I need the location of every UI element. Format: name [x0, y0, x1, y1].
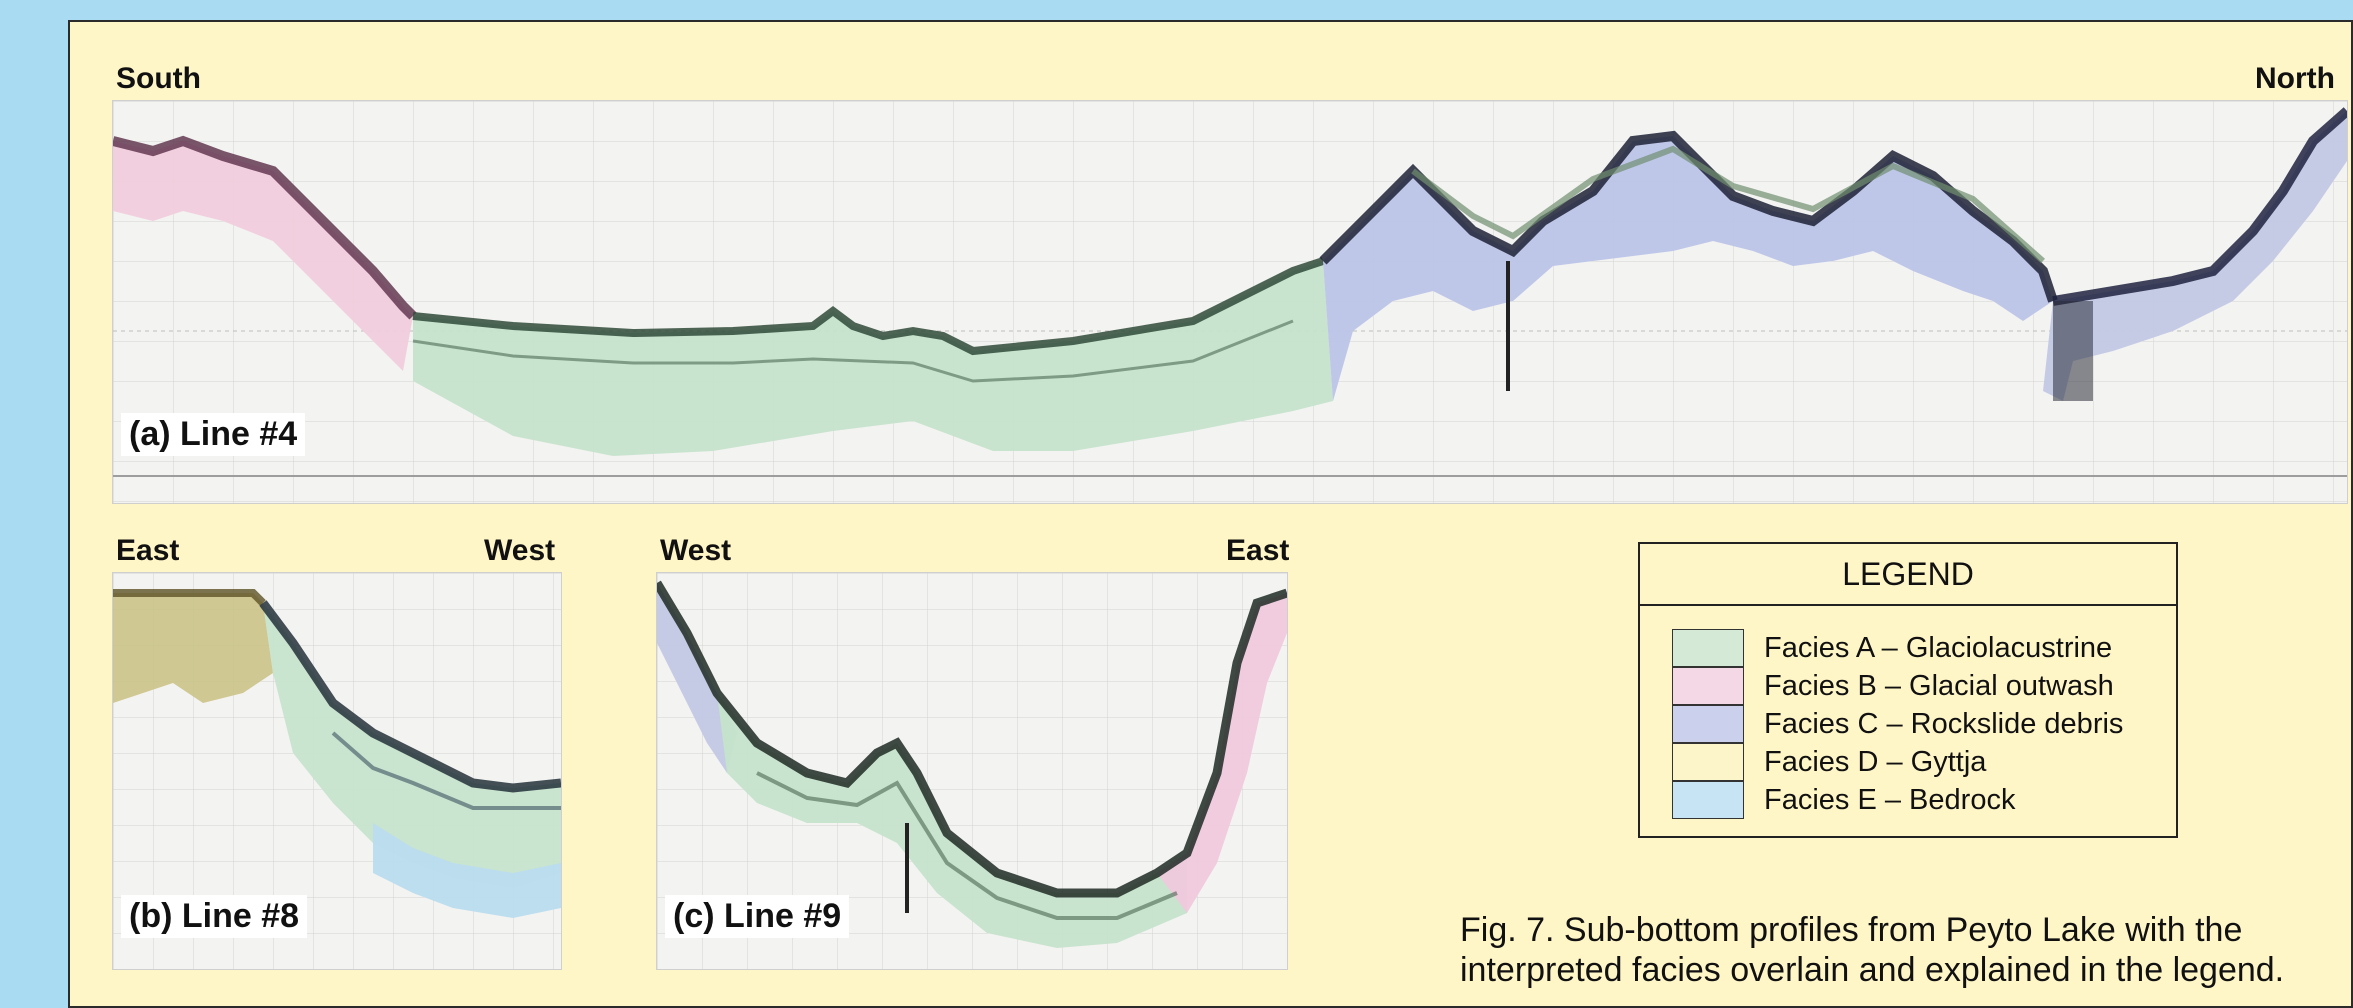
legend-item-facies-b: Facies B – Glacial outwash — [1672, 667, 2114, 705]
legend-label: Facies A – Glaciolacustrine — [1764, 631, 2113, 664]
legend-label: Facies C – Rockslide debris — [1764, 707, 2124, 740]
legend-swatch — [1672, 781, 1744, 819]
direction-label-west-2: West — [660, 534, 732, 567]
figure-caption: Fig. 7. Sub-bottom profiles from Peyto L… — [1460, 910, 2353, 990]
legend-swatch — [1672, 667, 1744, 705]
direction-label-south: South — [116, 62, 201, 95]
profile-line-8: (b) Line #8 — [112, 572, 562, 970]
profile-label-line-9: (c) Line #9 — [665, 895, 850, 938]
legend-item-facies-e: Facies E – Bedrock — [1672, 781, 2015, 819]
caption-line-1: Fig. 7. Sub-bottom profiles from Peyto L… — [1460, 911, 2243, 949]
direction-label-east-2: East — [1226, 534, 1290, 567]
legend-item-facies-c: Facies C – Rockslide debris — [1672, 705, 2123, 743]
seismic-profile-line-4 — [113, 101, 2347, 503]
direction-label-east: East — [116, 534, 180, 567]
legend: LEGEND Facies A – Glaciolacustrine Facie… — [1638, 542, 2178, 838]
caption-line-2: interpreted facies overlain and explaine… — [1460, 951, 2285, 989]
legend-swatch — [1672, 705, 1744, 743]
profile-line-4: (a) Line #4 — [112, 100, 2348, 504]
legend-swatch — [1672, 629, 1744, 667]
legend-swatch — [1672, 743, 1744, 781]
legend-label: Facies B – Glacial outwash — [1764, 669, 2114, 702]
profile-line-9: (c) Line #9 — [656, 572, 1288, 970]
figure-panel: South North — [68, 20, 2353, 1008]
direction-label-west: West — [484, 534, 556, 567]
legend-label: Facies E – Bedrock — [1764, 783, 2016, 816]
profile-label-line-8: (b) Line #8 — [121, 895, 308, 938]
legend-title: LEGEND — [1640, 544, 2176, 606]
legend-item-facies-a: Facies A – Glaciolacustrine — [1672, 629, 2112, 667]
legend-label: Facies D – Gyttja — [1764, 745, 1987, 778]
legend-item-facies-d: Facies D – Gyttja — [1672, 743, 1986, 781]
direction-label-north: North — [2255, 62, 2335, 95]
profile-label-line-4: (a) Line #4 — [121, 413, 306, 456]
